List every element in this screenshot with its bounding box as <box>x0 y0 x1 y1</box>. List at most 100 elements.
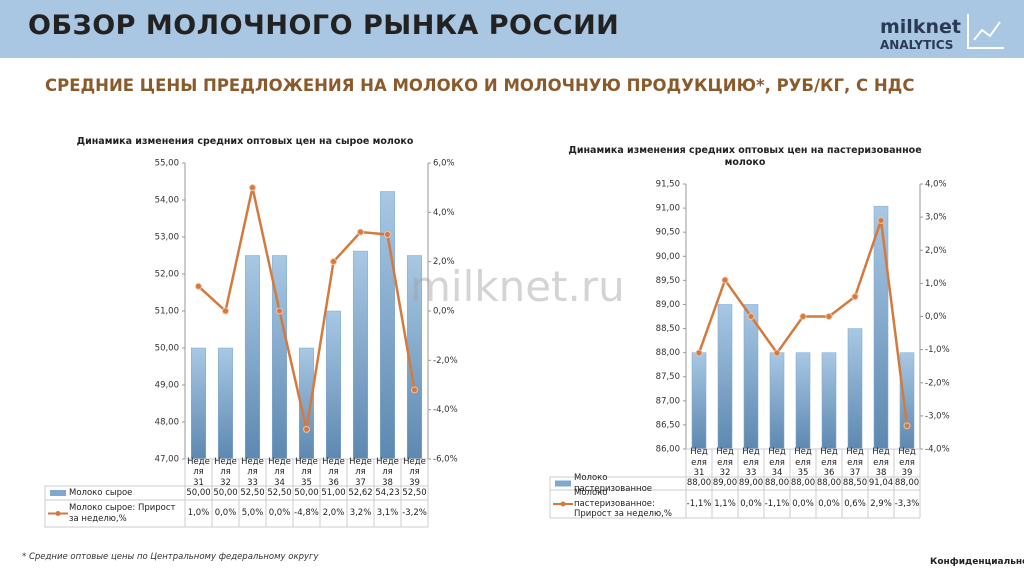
logo-sub: ANALYTICS <box>880 38 954 52</box>
value-label: 88,50 <box>842 478 868 489</box>
line-marker <box>411 386 418 394</box>
footnote: * Средние оптовые цены по Центральному ф… <box>22 552 319 562</box>
value-label: -3,2% <box>402 508 427 519</box>
y-tick-label: 50,00 <box>155 344 179 354</box>
value-label: 88,00 <box>894 478 920 489</box>
bar <box>847 328 863 450</box>
y-tick-label: 86,00 <box>656 445 680 455</box>
y-tick-label: 53,00 <box>155 233 179 243</box>
line-marker <box>384 231 391 239</box>
y-tick-label: 87,00 <box>656 396 680 406</box>
y-tick-label: 87,50 <box>656 372 680 382</box>
line-marker <box>276 307 283 315</box>
y-tick-label: 86,50 <box>656 420 680 430</box>
value-label: 3,1% <box>376 508 399 519</box>
value-label: 52,50 <box>240 487 265 498</box>
line-marker <box>747 313 755 320</box>
category-label: Неделя 36 <box>820 447 838 479</box>
category-label: Неделя 36 <box>322 456 345 488</box>
legend-label: Молоко сырое <box>69 487 133 498</box>
value-label: 91,04 <box>868 478 894 489</box>
bar <box>873 205 889 450</box>
header-title: ОБЗОР МОЛОЧНОГО РЫНКА РОССИИ <box>28 10 620 41</box>
value-label: -1,1% <box>686 498 712 509</box>
value-label: 89,00 <box>738 478 764 489</box>
legend-swatch <box>50 490 66 496</box>
y-tick-label: 89,00 <box>656 300 680 310</box>
value-label: 88,00 <box>686 478 712 489</box>
y2-tick-label: 2,0% <box>433 257 455 267</box>
bar <box>325 310 342 460</box>
legend-label: Молоко пастеризованное: Прирост за недел… <box>574 488 672 520</box>
category-label: Неделя 39 <box>403 456 426 488</box>
confidential: Конфиденциально <box>930 557 1024 567</box>
value-label: -1,1% <box>764 498 790 509</box>
category-label: Неделя 32 <box>214 456 237 488</box>
y-tick-label: 55,00 <box>155 159 179 169</box>
value-label: 88,00 <box>764 478 790 489</box>
category-label: Неделя 37 <box>349 456 372 488</box>
value-label: 2,9% <box>870 498 892 509</box>
value-label: 1,0% <box>187 508 210 519</box>
y2-tick-label: -4,0% <box>433 405 458 415</box>
line-marker <box>330 258 337 266</box>
value-label: 0,0% <box>268 508 291 519</box>
category-label: Неделя 33 <box>742 447 760 479</box>
value-label: 0,6% <box>844 498 866 509</box>
y-tick-label: 90,00 <box>656 252 680 262</box>
value-label: 5,0% <box>241 508 264 519</box>
value-label: -4,8% <box>294 508 319 519</box>
bar <box>899 352 915 450</box>
legend-label: Молоко пастеризованное <box>574 472 653 494</box>
bar <box>795 352 811 450</box>
bar <box>743 304 759 450</box>
value-label: 0,0% <box>214 508 237 519</box>
header-band <box>0 0 1024 58</box>
line-marker <box>851 293 859 301</box>
value-label: 52,50 <box>402 487 427 498</box>
y-tick-label: 49,00 <box>155 381 179 391</box>
y-tick-label: 90,50 <box>656 228 680 238</box>
line-marker <box>825 313 833 320</box>
value-label: 50,00 <box>213 487 238 498</box>
y2-tick-label: 3,0% <box>925 213 947 223</box>
y-tick-label: 88,50 <box>656 324 680 334</box>
category-label: Неделя 33 <box>241 456 264 488</box>
category-label: Неделя 31 <box>690 447 708 479</box>
line-marker <box>249 184 256 192</box>
line-marker <box>357 228 364 236</box>
category-label: Неделя 38 <box>376 456 399 488</box>
y-tick-label: 47,00 <box>155 455 179 465</box>
y2-tick-label: 4,0% <box>433 208 455 218</box>
y2-tick-label: 4,0% <box>925 180 947 190</box>
y-tick-label: 88,00 <box>656 348 680 358</box>
y2-tick-label: 2,0% <box>925 246 947 256</box>
logo: milknet <box>880 16 961 38</box>
value-label: -3,3% <box>894 498 920 509</box>
line-marker <box>903 422 911 430</box>
y2-tick-label: -1,0% <box>925 345 950 355</box>
y2-tick-label: 0,0% <box>925 312 947 322</box>
y-tick-label: 91,00 <box>656 204 680 214</box>
legend-marker <box>560 501 566 507</box>
value-label: 0,0% <box>792 498 814 509</box>
y2-tick-label: -3,0% <box>925 411 950 421</box>
legend-swatch <box>555 480 571 487</box>
bar <box>821 352 837 450</box>
value-label: 51,00 <box>321 487 346 498</box>
legend-label: Молоко сырое: Прирост за неделю,% <box>69 502 176 524</box>
y-tick-label: 52,00 <box>155 270 179 280</box>
bar <box>352 250 369 460</box>
y-tick-label: 48,00 <box>155 418 179 428</box>
subtitle: СРЕДНИЕ ЦЕНЫ ПРЕДЛОЖЕНИЯ НА МОЛОКО И МОЛ… <box>45 76 915 95</box>
y2-tick-label: 1,0% <box>925 279 947 289</box>
bar <box>217 347 234 460</box>
bar <box>190 347 207 460</box>
bar <box>244 255 261 460</box>
value-label: 1,1% <box>714 498 736 509</box>
line-marker <box>303 425 310 433</box>
value-label: 88,00 <box>816 478 842 489</box>
chart-title: Динамика изменения средних оптовых цен н… <box>568 145 922 168</box>
